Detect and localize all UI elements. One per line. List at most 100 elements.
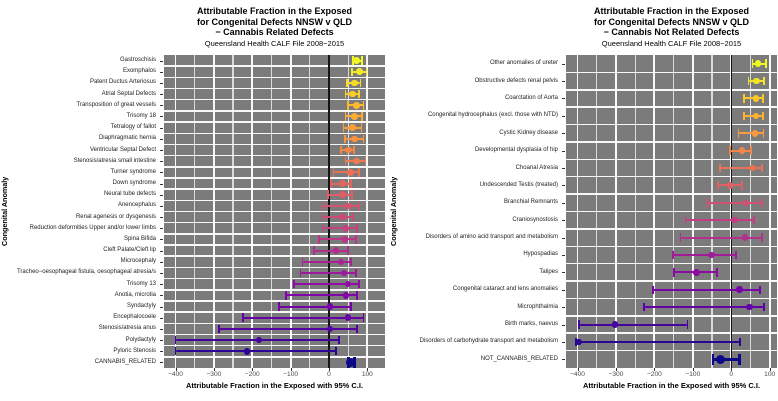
error-bar-cap-low	[344, 112, 347, 121]
row-label: Craniosynostosis	[512, 216, 558, 223]
point-marker	[738, 147, 746, 154]
point-marker	[741, 234, 749, 241]
gridline-horizontal	[566, 193, 777, 195]
gridline-horizontal	[164, 311, 385, 313]
row-label: Anotia, microtia	[114, 291, 156, 298]
gridline-horizontal	[164, 188, 385, 190]
error-bar	[293, 283, 360, 286]
x-tick-label: −300	[206, 371, 222, 378]
y-tick-mark	[562, 272, 565, 274]
row-label: Neural tube defects	[103, 191, 156, 198]
error-bar-cap-low	[751, 59, 754, 68]
row-label: Birth marks, naevus	[504, 321, 558, 328]
gridline-horizontal	[566, 297, 777, 300]
point-marker	[752, 95, 760, 102]
gridline-horizontal	[566, 315, 777, 317]
point-marker	[349, 124, 357, 131]
y-tick-mark	[160, 94, 163, 96]
y-tick-mark	[160, 105, 163, 107]
x-tick-mark	[290, 368, 292, 371]
gridline-horizontal	[164, 65, 385, 67]
point-marker	[736, 286, 743, 294]
row-label: Disorders of amino acid transport and me…	[425, 234, 558, 241]
row-label: Stenosis/atresia anus	[98, 325, 156, 332]
chart-title-line-2: for Congenital Defects NNSW v QLD	[593, 16, 749, 27]
chart-title: Attributable Fraction in the Exposed for…	[164, 6, 385, 38]
error-bar-cap-low	[672, 250, 675, 260]
error-bar-cap-high	[762, 111, 765, 121]
x-tick-label: −400	[570, 371, 585, 378]
point-marker	[349, 90, 357, 98]
gridline-horizontal	[164, 166, 385, 168]
row-label: Renal agenesis or dysgenesis	[75, 213, 156, 220]
error-bar-cap-high	[364, 156, 367, 166]
row-label: Trisomy 18	[126, 112, 156, 119]
error-bar-cap-high	[763, 302, 766, 312]
x-tick-label: 100	[764, 371, 776, 378]
error-bar-cap-high	[359, 78, 362, 88]
x-tick-mark	[328, 368, 330, 371]
chart-panel-cannabis-not-related: Attributable Fraction in the Exposed for…	[389, 0, 778, 401]
point-marker	[341, 236, 349, 243]
gridline-horizontal	[566, 210, 777, 213]
row-label: Microphthalmia	[517, 303, 558, 310]
row-label: Congenital hydrocephalus (excl. those wi…	[427, 112, 558, 119]
point-marker	[751, 129, 759, 137]
point-marker	[255, 336, 263, 344]
y-tick-mark	[160, 60, 163, 62]
gridline-horizontal	[566, 175, 777, 178]
x-tick-label: −100	[685, 371, 701, 378]
point-marker	[339, 191, 347, 199]
error-bar-cap-high	[361, 56, 363, 65]
x-tick-label: 100	[361, 371, 373, 378]
chart-panel-cannabis-related: Attributable Fraction in the Exposed for…	[0, 6, 385, 390]
point-marker	[342, 224, 350, 232]
gridline-horizontal	[164, 132, 385, 134]
gridline-horizontal	[566, 89, 777, 91]
x-tick-label: −200	[244, 371, 260, 378]
row-label: Exomphalos	[122, 68, 156, 75]
error-bar-cap-low	[711, 353, 715, 365]
point-marker	[716, 354, 726, 364]
error-bar-cap-low	[737, 129, 740, 138]
error-bar-cap-low	[285, 291, 287, 300]
error-bar-cap-low	[339, 145, 342, 155]
point-marker	[345, 202, 352, 210]
error-bar-cap-low	[350, 67, 353, 77]
gridline-horizontal	[164, 244, 385, 246]
y-tick-mark	[160, 172, 163, 174]
error-bar-cap-high	[361, 112, 364, 121]
error-bar	[319, 238, 357, 241]
error-bar-cap-high	[358, 279, 361, 289]
error-bar-cap-high	[761, 94, 764, 103]
x-tick-mark	[577, 368, 579, 371]
error-bar	[218, 327, 357, 330]
y-tick-mark	[562, 202, 565, 204]
error-bar-cap-low	[706, 198, 709, 208]
error-bar-cap-high	[763, 76, 766, 86]
gridline-horizontal	[566, 349, 777, 352]
gridline-horizontal	[566, 71, 777, 74]
gridline-horizontal	[164, 277, 385, 280]
gridline-horizontal	[566, 228, 777, 230]
y-tick-mark	[160, 116, 163, 118]
error-bar-cap-high	[761, 233, 764, 242]
gridline-horizontal	[164, 76, 385, 79]
error-bar-cap-high	[349, 179, 352, 188]
y-tick-mark	[562, 324, 565, 326]
point-marker	[346, 357, 356, 367]
row-label: Diaphragmatic hernia	[98, 135, 156, 142]
error-bar-cap-low	[217, 324, 220, 334]
gridline-horizontal	[566, 141, 777, 143]
y-tick-mark	[160, 228, 163, 230]
gridline-horizontal	[164, 143, 385, 146]
error-bar-cap-low	[327, 190, 330, 199]
gridline-horizontal	[164, 289, 385, 291]
x-tick-mark	[654, 368, 656, 371]
error-bar-cap-low	[719, 163, 721, 173]
error-bar-cap-low	[242, 313, 244, 322]
error-bar-cap-low	[318, 235, 321, 244]
point-marker	[243, 347, 251, 355]
y-tick-mark	[160, 183, 163, 185]
